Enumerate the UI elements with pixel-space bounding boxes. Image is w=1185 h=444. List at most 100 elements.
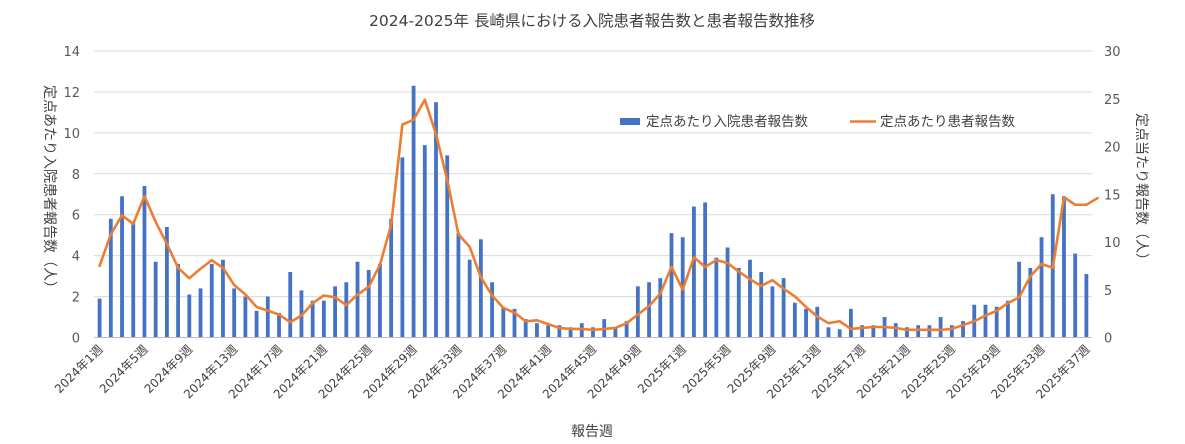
bar-inpatient [983, 304, 988, 338]
bar-inpatient [916, 325, 921, 338]
bar-inpatient [523, 319, 528, 338]
bar-inpatient [344, 282, 349, 338]
bar-inpatient [815, 306, 820, 338]
bar-inpatient [770, 286, 775, 338]
bar-inpatient [535, 323, 539, 338]
bar-inpatient [164, 226, 169, 338]
bar-inpatient [120, 196, 124, 338]
legend-bar-label: 定点あたり入院患者報告数 [646, 114, 808, 130]
bar-inpatient [579, 323, 584, 338]
bar-inpatient [400, 157, 405, 338]
bar-inpatient [759, 272, 764, 338]
bar-inpatient [422, 145, 427, 338]
bar-inpatient [905, 327, 909, 338]
bar-inpatient [456, 233, 461, 338]
bar-inpatient [512, 308, 517, 338]
bar-inpatient [893, 323, 898, 338]
line-patients [98, 98, 1099, 332]
left-tick-label: 14 [63, 45, 80, 60]
bar-inpatient [97, 298, 102, 338]
bar-inpatient [546, 325, 551, 338]
bar-inpatient [389, 218, 394, 338]
bar-inpatient [736, 267, 741, 338]
bar-inpatient [254, 310, 259, 338]
right-tick-label: 0 [1104, 332, 1112, 347]
x-axis-ticks: 2024年1週2024年5週2024年9週2024年13週2024年17週202… [52, 342, 1093, 401]
bar-inpatient [176, 263, 180, 338]
bar-inpatient [153, 261, 158, 338]
bar-inpatient [871, 325, 876, 338]
left-tick-label: 10 [63, 127, 80, 142]
bar-inpatient [781, 278, 786, 338]
right-tick-label: 30 [1104, 45, 1121, 60]
bar-inpatient [478, 239, 483, 338]
bar-inpatient [647, 282, 651, 338]
right-axis-ticks: 0 5 10 15 20 25 30 [1104, 45, 1121, 347]
bar-inpatient [804, 308, 808, 338]
bar-inpatient [1062, 196, 1066, 338]
legend: 定点あたり入院患者報告数 定点あたり患者報告数 [620, 114, 1015, 130]
bar-inpatient [142, 186, 147, 338]
chart-title: 2024-2025年 長崎県における入院患者報告数と患者報告数推移 [369, 11, 815, 30]
right-tick-label: 25 [1104, 93, 1121, 108]
bar-inpatient [445, 155, 450, 338]
bar-inpatient [467, 259, 472, 338]
bar-inpatient [826, 327, 831, 338]
left-tick-label: 6 [72, 209, 80, 224]
bar-inpatient [1039, 237, 1044, 338]
left-tick-label: 8 [72, 168, 80, 183]
bar-inpatient [108, 218, 113, 338]
left-tick-label: 4 [72, 250, 80, 265]
bar-inpatient [703, 202, 708, 338]
right-tick-label: 15 [1104, 188, 1121, 203]
bar-inpatient [277, 312, 281, 338]
bar-inpatient [187, 294, 192, 338]
bar-inpatient [1017, 261, 1022, 338]
bar-inpatient [434, 102, 438, 338]
left-axis-label: 定点あたり入院患者報告数（人） [41, 85, 57, 295]
bar-inpatient [232, 288, 237, 338]
bar-inpatient [355, 261, 360, 338]
bar-inpatient [557, 325, 562, 338]
left-tick-label: 2 [72, 291, 80, 306]
bar-inpatient [501, 306, 506, 338]
bar-inpatient [221, 259, 225, 338]
bar-inpatient [198, 288, 203, 338]
bar-inpatient [411, 85, 416, 338]
bar-inpatient [490, 282, 494, 338]
bar-inpatient [860, 325, 865, 338]
bar-inpatient [310, 300, 315, 338]
gridlines [94, 50, 1092, 298]
bar-inpatient [243, 296, 248, 338]
left-tick-label: 0 [72, 332, 80, 347]
bar-inpatient [961, 321, 965, 338]
bar-inpatient [669, 233, 674, 338]
bar-inpatient [265, 296, 270, 338]
bar-inpatient [725, 247, 730, 338]
right-tick-label: 5 [1104, 284, 1112, 299]
line-series-patients [98, 98, 1099, 332]
legend-line-label: 定点あたり患者報告数 [880, 114, 1015, 130]
bar-inpatient [378, 263, 382, 338]
x-axis-label: 報告週 [571, 424, 613, 440]
bar-inpatient [568, 327, 573, 338]
bar-inpatient [624, 321, 629, 338]
bar-inpatient [792, 302, 797, 338]
left-tick-label: 12 [63, 86, 80, 101]
legend-bar-swatch [620, 118, 640, 125]
bar-inpatient [131, 222, 136, 338]
left-axis-ticks: 0 2 4 6 8 10 12 14 [63, 45, 80, 347]
right-tick-label: 10 [1104, 236, 1121, 251]
right-tick-label: 20 [1104, 141, 1121, 156]
bar-inpatient [635, 286, 640, 338]
bar-inpatient [1028, 267, 1033, 338]
bar-inpatient [748, 259, 752, 338]
bar-inpatient [949, 325, 954, 338]
bar-inpatient [321, 300, 326, 338]
bar-inpatient [692, 206, 696, 338]
bar-inpatient [591, 327, 595, 338]
right-axis-label: 定点当たり報告数（人） [1133, 113, 1149, 267]
bar-inpatient [927, 325, 932, 338]
